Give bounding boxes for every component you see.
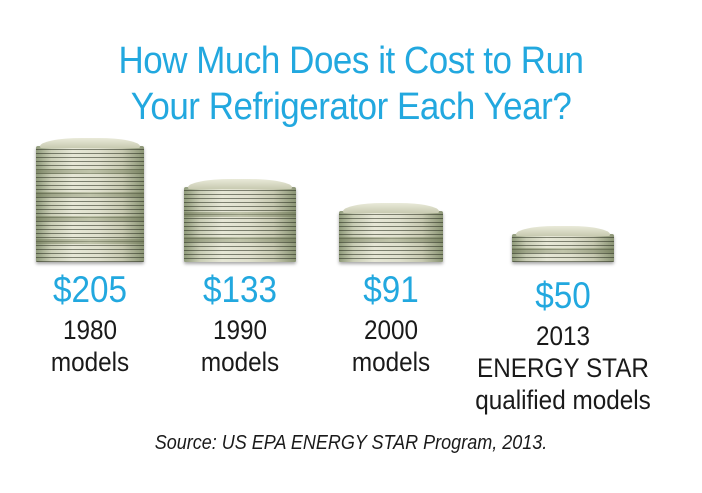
value-label: $133 xyxy=(202,269,278,310)
money-stack-top xyxy=(188,179,292,189)
money-stack-band xyxy=(512,248,614,253)
money-stack-band xyxy=(339,237,443,242)
money-stack-top xyxy=(516,226,610,236)
money-stack-top xyxy=(343,203,439,213)
title-line-2: Your Refrigerator Each Year? xyxy=(130,86,572,128)
money-stack-band xyxy=(184,212,296,217)
money-stack-band xyxy=(36,216,144,221)
chart-title: How Much Does it Cost to Run Your Refrig… xyxy=(28,38,674,130)
category-label-line: models xyxy=(351,347,431,377)
money-stack-band xyxy=(36,239,144,244)
category-label-line: qualified models xyxy=(475,385,651,415)
money-stack-top xyxy=(40,138,140,148)
money-stack-bar xyxy=(184,179,296,262)
title-line-1: How Much Does it Cost to Run xyxy=(118,40,584,82)
category-label-line: 2013 xyxy=(535,321,591,351)
category-label-line: models xyxy=(200,347,280,377)
value-label: $205 xyxy=(52,269,128,310)
category-label-line: 2000 xyxy=(363,315,419,345)
category-label-line: 1990 xyxy=(212,315,268,345)
source-note: Source: US EPA ENERGY STAR Program, 2013… xyxy=(154,432,548,454)
value-label: $50 xyxy=(535,275,591,316)
money-stack-band xyxy=(36,169,144,174)
money-stack-bar xyxy=(512,226,614,262)
money-stack-band xyxy=(36,192,144,197)
category-label-line: ENERGY STAR xyxy=(477,353,649,383)
category-label-line: 1980 xyxy=(62,315,118,345)
category-label-line: models xyxy=(50,347,130,377)
money-stack-bar xyxy=(36,138,144,262)
money-stack-bar xyxy=(339,203,443,262)
money-stack-band xyxy=(184,237,296,242)
value-label: $91 xyxy=(363,269,419,310)
